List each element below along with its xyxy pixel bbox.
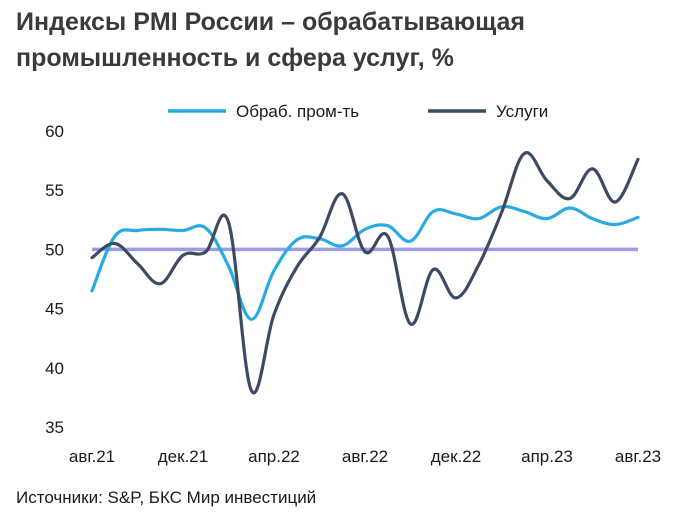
x-tick-label: апр.23 bbox=[521, 447, 573, 466]
chart-title-line-2: промышленность и сфера услуг, % bbox=[16, 44, 454, 72]
source-note: Источники: S&P, БКС Мир инвестиций bbox=[16, 488, 316, 507]
y-tick-label: 55 bbox=[45, 181, 64, 200]
x-tick-label: авг.21 bbox=[69, 447, 115, 466]
chart-title-line-1: Индексы PMI России – обрабатывающая bbox=[16, 8, 525, 36]
series-line-manufacturing bbox=[90, 204, 640, 321]
x-tick-label: авг.23 bbox=[615, 447, 661, 466]
x-axis: авг.21 дек.21 апр.22 авг.22 дек.22 апр.23 авг.… bbox=[69, 447, 661, 466]
legend: Обраб. пром-ть Услуги bbox=[168, 102, 548, 121]
x-tick-label: дек.22 bbox=[431, 447, 481, 466]
x-tick-label: дек.21 bbox=[158, 447, 208, 466]
y-axis: 35 40 45 50 55 60 bbox=[45, 122, 64, 437]
y-tick-label: 50 bbox=[45, 240, 64, 259]
legend-label-services: Услуги bbox=[496, 102, 548, 121]
x-tick-label: авг.22 bbox=[342, 447, 388, 466]
legend-label-manufacturing: Обраб. пром-ть bbox=[236, 102, 359, 121]
series-line-services bbox=[90, 151, 640, 395]
x-tick-label: апр.22 bbox=[248, 447, 300, 466]
y-tick-label: 60 bbox=[45, 122, 64, 141]
series-layer bbox=[90, 151, 640, 395]
y-tick-label: 45 bbox=[45, 300, 64, 319]
y-tick-label: 35 bbox=[45, 418, 64, 437]
y-tick-label: 40 bbox=[45, 359, 64, 378]
